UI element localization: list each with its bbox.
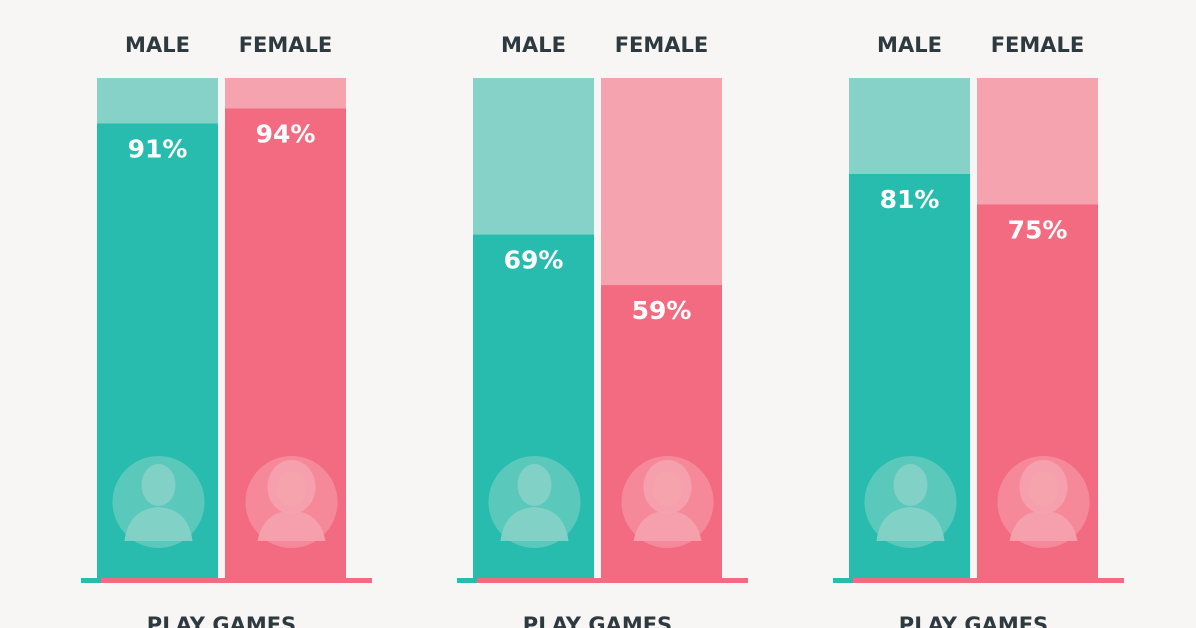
male-bar-remainder [97,78,218,124]
male-column-header: MALE [877,33,942,57]
chart-baseline-start [81,578,101,583]
male-value-label: 69% [504,246,564,275]
chart-baseline-start [833,578,853,583]
male-person-icon [112,456,205,548]
female-column-header: FEMALE [991,33,1085,57]
male-value-label: 91% [128,134,188,163]
female-person-icon [997,456,1090,548]
male-person-icon [864,456,957,548]
female-person-icon [245,456,338,548]
chart-group-1: MALE 91% FEMALE 94% PLAY GAMES [81,33,372,628]
female-person-icon [621,456,714,548]
female-bar-remainder [225,78,346,109]
male-column-header: MALE [501,33,566,57]
chart-group-3: MALE 81% FEMALE 75% PLAY GAMES [833,33,1124,628]
male-bar-remainder [849,78,970,174]
chart-baseline-start [457,578,477,583]
female-column-header: FEMALE [615,33,709,57]
female-value-label: 94% [256,119,316,148]
chart-baseline [833,578,1124,583]
female-column-header: FEMALE [239,33,333,57]
male-bar-remainder [473,78,594,235]
female-bar-remainder [977,78,1098,205]
female-value-label: 59% [632,296,692,325]
group-footer-label: PLAY GAMES [523,613,672,628]
female-bar-remainder [601,78,722,286]
male-person-icon [488,456,581,548]
chart-baseline [457,578,748,583]
female-value-label: 75% [1008,215,1068,244]
group-footer-label: PLAY GAMES [147,613,296,628]
chart-baseline [81,578,372,583]
group-footer-label: PLAY GAMES [899,613,1048,628]
male-value-label: 81% [880,185,940,214]
male-column-header: MALE [125,33,190,57]
chart-group-2: MALE 69% FEMALE 59% PLAY GAMES [457,33,748,628]
